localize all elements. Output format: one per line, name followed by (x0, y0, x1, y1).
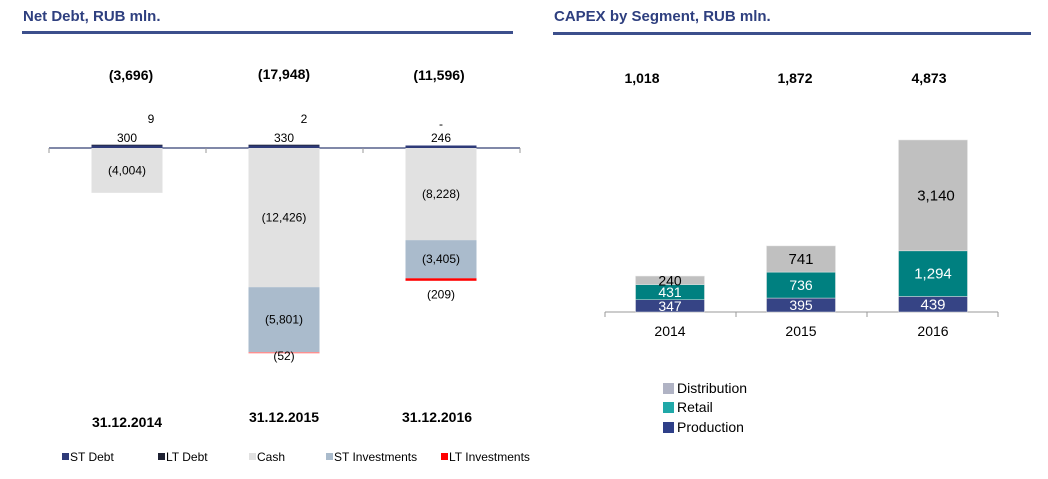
capex-label-distribution: 741 (788, 251, 813, 268)
net-debt-category-label: 31.12.2014 (92, 414, 162, 430)
capex-total-label: 1,872 (777, 70, 812, 86)
net-debt-legend-swatch (249, 453, 256, 460)
capex-bar-retail (898, 250, 968, 297)
net-debt-label-lt-debt: 9 (148, 112, 155, 126)
capex-bar-distribution (898, 139, 968, 252)
net-debt-bar-st-investments (248, 287, 320, 353)
capex-legend-label: Distribution (677, 380, 747, 396)
capex-category-label: 2014 (654, 323, 685, 339)
net-debt-category-label: 31.12.2015 (249, 409, 319, 425)
net-debt-title-rule (22, 31, 513, 34)
capex-category-label: 2015 (785, 323, 816, 339)
capex-label-production: 395 (789, 297, 813, 313)
net-debt-total-label: (11,596) (413, 67, 464, 83)
net-debt-category-label: 31.12.2016 (402, 409, 472, 425)
net-debt-label-st-debt: 246 (431, 131, 451, 145)
capex-legend-swatch (663, 383, 674, 394)
capex-total-label: 4,873 (911, 70, 946, 86)
net-debt-bar-lt-debt (248, 144, 320, 146)
net-debt-label-cash: (12,426) (262, 211, 307, 225)
capex-label-distribution: 3,140 (917, 187, 955, 204)
capex-legend-swatch (663, 402, 674, 413)
net-debt-label-st-investments: (5,801) (265, 313, 303, 327)
capex-total-label: 1,018 (624, 70, 659, 86)
capex-bar-distribution (766, 245, 836, 273)
capex-legend-swatch (663, 422, 674, 433)
net-debt-label-st-debt: 330 (274, 131, 294, 145)
capex-legend-label: Production (677, 419, 744, 435)
net-debt-label-st-debt: 300 (117, 131, 137, 145)
net-debt-title: Net Debt, RUB mln. (23, 8, 161, 25)
capex-title-rule (553, 32, 1031, 35)
net-debt-bar-cash (91, 148, 163, 193)
net-debt-legend-label: Cash (257, 450, 285, 464)
net-debt-bar-lt-investments (405, 278, 477, 281)
net-debt-label-lt-investments: (52) (273, 349, 294, 363)
net-debt-label-cash: (4,004) (108, 163, 146, 177)
capex-label-production: 439 (920, 296, 945, 313)
net-debt-bar-st-investments (405, 240, 477, 279)
net-debt-bar-lt-debt (91, 144, 163, 146)
net-debt-bar-cash (248, 148, 320, 288)
capex-title: CAPEX by Segment, RUB mln. (554, 8, 771, 25)
net-debt-bar-st-debt (405, 145, 477, 148)
capex-legend-label: Retail (677, 399, 713, 415)
net-debt-bar-cash (405, 148, 477, 241)
net-debt-legend-swatch (62, 453, 69, 460)
capex-category-label: 2016 (917, 323, 948, 339)
net-debt-label-lt-investments: (209) (427, 287, 455, 301)
capex-label-production: 347 (658, 298, 682, 314)
net-debt-legend-swatch (441, 453, 448, 460)
capex-label-distribution: 240 (658, 272, 682, 288)
net-debt-label-lt-debt: 2 (301, 112, 308, 126)
capex-label-retail: 736 (789, 277, 813, 293)
capex-bar-retail (766, 271, 836, 299)
capex-label-retail: 431 (658, 284, 682, 300)
net-debt-legend-label: ST Investments (334, 450, 417, 464)
net-debt-label-lt-debt: - (439, 117, 443, 131)
net-debt-bar-st-debt (91, 145, 163, 148)
net-debt-legend-label: LT Investments (449, 450, 530, 464)
net-debt-legend-swatch (326, 453, 333, 460)
net-debt-bar-lt-investments (248, 352, 320, 354)
net-debt-label-st-investments: (3,405) (422, 252, 460, 266)
net-debt-total-label: (17,948) (258, 66, 310, 82)
net-debt-total-label: (3,696) (109, 67, 153, 83)
net-debt-legend-label: ST Debt (70, 450, 114, 464)
net-debt-legend-label: LT Debt (166, 450, 208, 464)
capex-bar-distribution (635, 275, 705, 285)
net-debt-legend-swatch (158, 453, 165, 460)
net-debt-label-cash: (8,228) (422, 187, 460, 201)
capex-label-retail: 1,294 (914, 266, 952, 283)
net-debt-bar-st-debt (248, 145, 320, 148)
